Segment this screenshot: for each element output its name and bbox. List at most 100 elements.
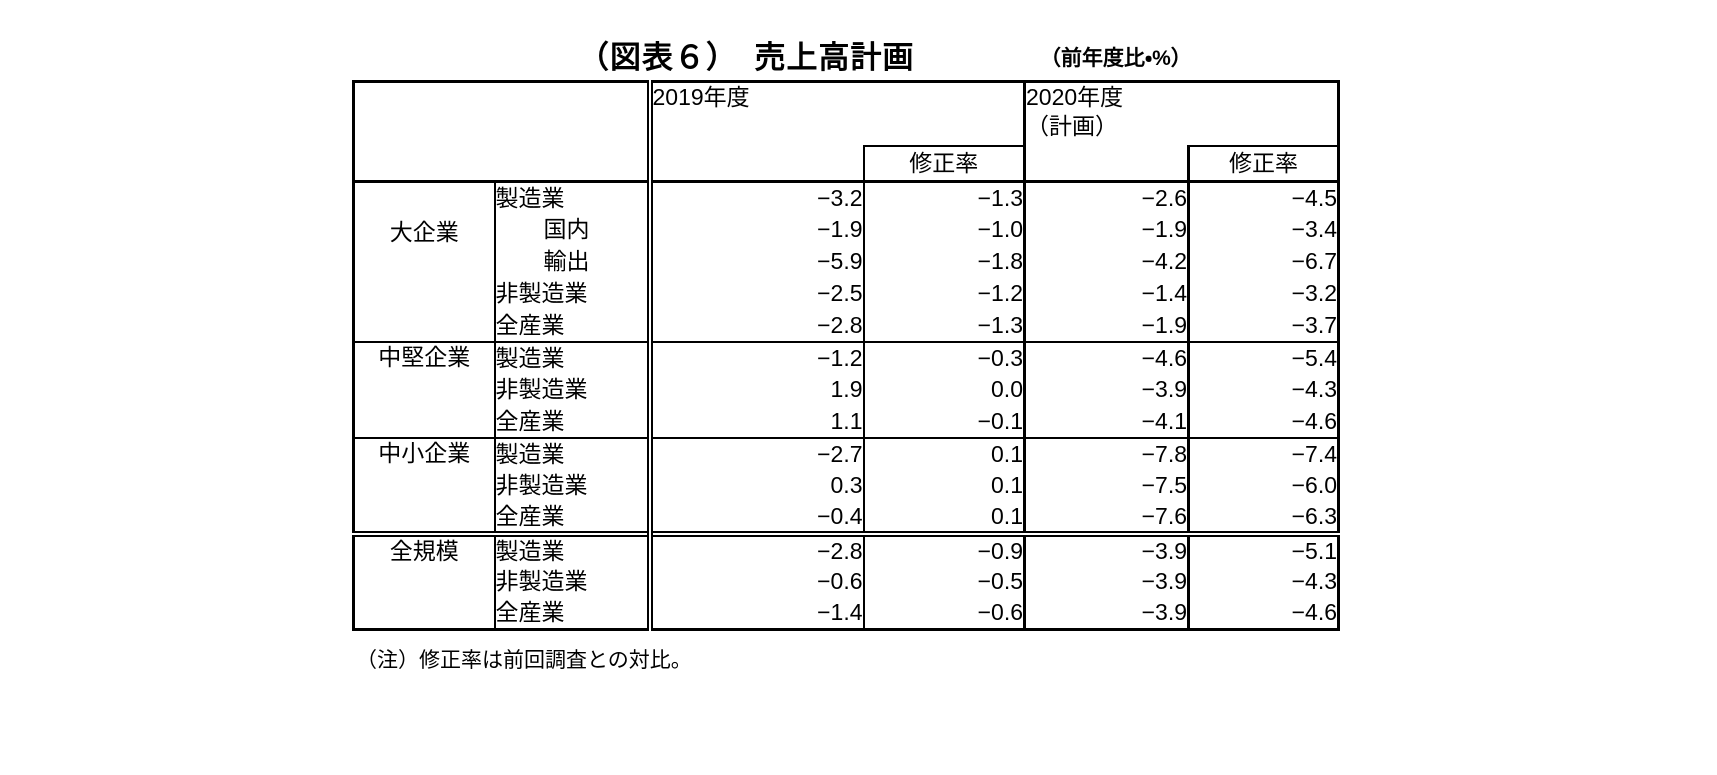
- value-cell: 0.1: [862, 436, 1025, 470]
- value-cell: −1.4: [1023, 277, 1189, 310]
- value-cell: −1.3: [862, 309, 1025, 342]
- value-cell: −4.1: [1023, 405, 1189, 438]
- row-label: 国内: [493, 213, 650, 246]
- table-row: 非製造業 −0.6 −0.5 −3.9 −4.3: [354, 565, 1339, 598]
- table-row: 大企業 製造業 −3.2 −1.3 −2.6 −4.5: [354, 181, 1339, 245]
- table-row: 非製造業 0.3 0.1 −7.5 −6.0: [354, 469, 1339, 502]
- footnote: （注）修正率は前回調査との対比。: [356, 649, 692, 672]
- row-label: 輸出: [493, 245, 650, 278]
- row-label: 非製造業: [493, 565, 650, 598]
- table-row: 全産業 −1.4 −0.6 −3.9 −4.6: [354, 597, 1339, 630]
- header-2020-year: 2020年度: [1026, 84, 1124, 110]
- header-revision-2019: 修正率: [862, 144, 1025, 183]
- value-cell: −7.8: [1023, 436, 1189, 470]
- table-body: 大企業 製造業 −3.2 −1.3 −2.6 −4.5 国内 −1.9 −1.0…: [353, 181, 1339, 630]
- table-row: 全産業 −2.8 −1.3 −1.9 −3.7: [354, 309, 1339, 342]
- row-label: 全産業: [493, 405, 650, 438]
- header-revision-2020: 修正率: [1187, 144, 1339, 183]
- row-label: 非製造業: [493, 373, 650, 406]
- header-row-years: 2019年度 2020年度 （計画）: [353, 81, 1339, 183]
- table-row: 輸出 −5.9 −1.8 −4.2 −6.7: [354, 245, 1339, 278]
- table-row: 非製造業 −2.5 −1.2 −1.4 −3.2: [354, 277, 1339, 310]
- table-row: 全規模 製造業 −2.8 −0.9 −3.9 −5.1: [353, 530, 1339, 630]
- value-cell: 0.0: [862, 373, 1025, 406]
- value-cell: 0.1: [862, 469, 1025, 502]
- value-cell: −0.5: [862, 565, 1025, 598]
- table-row: 全産業 −0.4 0.1 −7.6 −6.3: [354, 501, 1339, 534]
- value-cell: −1.9: [1023, 309, 1189, 342]
- value-cell: −0.6: [646, 565, 864, 598]
- header-2019: 2019年度: [646, 81, 1025, 146]
- value-cell: −1.2: [646, 340, 864, 374]
- value-cell: 1.1: [646, 405, 864, 438]
- value-cell: −5.4: [1187, 340, 1339, 374]
- value-cell: −7.6: [1023, 501, 1189, 534]
- value-cell: −4.6: [1187, 405, 1339, 438]
- figure-unit-label: （前年度比・%）: [1040, 47, 1192, 70]
- value-cell: −4.3: [1187, 565, 1339, 598]
- group-label-large-firms: 大企業: [389, 219, 459, 245]
- value-cell: −3.9: [1023, 530, 1189, 566]
- value-cell: 0.1: [862, 501, 1025, 534]
- row-label: 非製造業: [493, 277, 650, 310]
- table-row: 国内 −1.9 −1.0 −1.9 −3.4: [354, 213, 1339, 246]
- value-cell: −1.9: [1023, 213, 1189, 246]
- value-cell: −2.8: [646, 309, 864, 342]
- value-cell: −3.2: [1187, 277, 1339, 310]
- value-cell: 1.9: [646, 373, 864, 406]
- value-cell: −4.3: [1187, 373, 1339, 406]
- value-cell: −0.1: [862, 405, 1025, 438]
- value-cell: −3.9: [1023, 373, 1189, 406]
- value-cell: −6.7: [1187, 245, 1339, 278]
- header-2020: 2020年度 （計画）: [1023, 81, 1339, 146]
- value-cell: −3.9: [1023, 597, 1189, 630]
- header-2019-blank: [646, 145, 864, 183]
- value-cell: −4.6: [1187, 597, 1339, 630]
- table-row: 中小企業 製造業 −2.7 0.1 −7.8 −7.4: [353, 436, 1339, 534]
- header-2020-plan: （計画）: [1026, 112, 1119, 139]
- value-cell: −6.3: [1187, 501, 1339, 534]
- value-cell: −3.4: [1187, 213, 1339, 246]
- row-label: 製造業: [493, 530, 650, 566]
- value-cell: −1.0: [862, 213, 1025, 246]
- value-cell: −4.6: [1023, 340, 1189, 374]
- value-cell: −1.3: [862, 181, 1025, 214]
- value-cell: −0.9: [862, 530, 1025, 566]
- row-label: 非製造業: [493, 469, 650, 502]
- row-label: 全産業: [493, 309, 650, 342]
- value-cell: −3.9: [1023, 565, 1189, 598]
- row-label: 全産業: [493, 501, 650, 534]
- value-cell: −3.2: [646, 181, 864, 214]
- corner-cell: [353, 81, 650, 183]
- value-cell: −1.4: [646, 597, 864, 630]
- group-label-all-sizes: 全規模: [353, 530, 495, 630]
- figure-title: （図表６） 売上高計画: [578, 40, 915, 75]
- table-row: 全産業 1.1 −0.1 −4.1 −4.6: [354, 405, 1339, 438]
- value-cell: −0.6: [862, 597, 1025, 630]
- row-label: 全産業: [493, 597, 650, 630]
- value-cell: −3.7: [1187, 309, 1339, 342]
- value-cell: −7.4: [1187, 436, 1339, 470]
- table-row: 非製造業 1.9 0.0 −3.9 −4.3: [354, 373, 1339, 406]
- value-cell: −2.8: [646, 530, 864, 566]
- row-label: 製造業: [493, 340, 650, 374]
- value-cell: −2.5: [646, 277, 864, 310]
- row-label: 製造業: [493, 181, 650, 214]
- value-cell: −0.4: [646, 501, 864, 534]
- row-label: 製造業: [493, 436, 650, 470]
- value-cell: −0.3: [862, 340, 1025, 374]
- value-cell: −4.5: [1187, 181, 1339, 214]
- value-cell: −6.0: [1187, 469, 1339, 502]
- group-label-midsize-firms: 中堅企業: [353, 340, 495, 438]
- sales-plan-table: 2019年度 2020年度 （計画） 修正率 修正率 大企業 製造業 −3.2 …: [352, 80, 1340, 631]
- value-cell: −1.9: [646, 213, 864, 246]
- table-row: 中堅企業 製造業 −1.2 −0.3 −4.6 −5.4: [353, 340, 1339, 438]
- value-cell: −1.8: [862, 245, 1025, 278]
- group-label-small-firms: 中小企業: [353, 436, 495, 534]
- value-cell: 0.3: [646, 469, 864, 502]
- header-row-revision: 修正率 修正率: [354, 144, 1339, 183]
- value-cell: −2.6: [1023, 181, 1189, 214]
- table-header: 2019年度 2020年度 （計画） 修正率 修正率: [353, 81, 1339, 183]
- value-cell: −1.2: [862, 277, 1025, 310]
